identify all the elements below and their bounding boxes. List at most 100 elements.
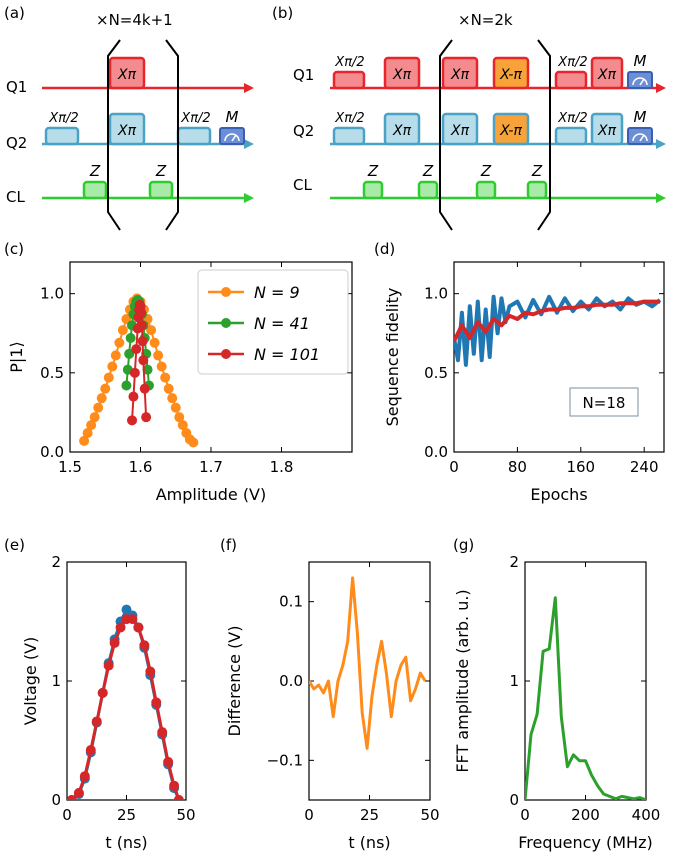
legend-box: [197, 269, 349, 375]
x-tick-label-f: 0: [304, 806, 314, 824]
panel-label-e: (e): [4, 536, 25, 554]
legend-label-1: N = 41: [254, 314, 310, 333]
q1-pulse-3-label-b: Xπ: [450, 67, 470, 83]
data-point-c-0: [170, 402, 181, 413]
data-point-c-0: [153, 350, 164, 361]
y-tick-label-c: 0.0: [40, 443, 64, 461]
row-label-q2-a: Q2: [6, 134, 27, 152]
q2-pulse-1-b: [332, 126, 366, 146]
data-point-c-0: [89, 412, 100, 423]
legend-marker-1: [221, 318, 231, 328]
data-point-c-2: [136, 320, 147, 331]
q2-pulse-xhalf-1-label-a: Xπ/2: [48, 111, 78, 126]
x-tick-label-g: 0: [520, 806, 530, 824]
data-point-c-0: [107, 361, 118, 372]
chart-g: 0 200 400 0 1 2 Frequency (MHz) FFT amplitude (…: [453, 553, 660, 852]
data-point-e-1: [103, 660, 114, 671]
cl-pulse-1-b: [362, 180, 384, 200]
x-tick-label-c: 1.5: [58, 458, 82, 476]
q1-pulse-2-b: [383, 56, 421, 90]
y-tick-label-g: 2: [509, 553, 519, 571]
x-tick-label-d: 80: [508, 458, 527, 476]
cl-arrow-a: [244, 193, 254, 203]
legend-marker-2: [221, 349, 231, 359]
q2-pulse-5-label-b: Xπ/2: [557, 111, 587, 126]
data-point-c-0: [117, 325, 128, 336]
legend-label-0: N = 9: [254, 283, 300, 302]
q2-pulse-xpi-label-a: Xπ: [117, 123, 137, 139]
axes-frame-d: [453, 261, 665, 453]
repeat-label-b: ×N=2k: [458, 11, 513, 29]
meter-icon: [632, 77, 648, 86]
data-point-e-1: [109, 637, 120, 648]
panel-label-b: (b): [272, 4, 293, 22]
q2-arrow-b: [656, 139, 666, 149]
chart-e: 0 25 50 0 1 2 t (ns) Voltage (V): [21, 553, 196, 852]
q2-pulse-5-b: [554, 126, 588, 146]
y-tick-label-d: 0.0: [424, 443, 448, 461]
data-point-c-0: [149, 337, 160, 348]
x-axis-label-g: Frequency (MHz): [518, 833, 652, 852]
data-point-c-0: [103, 372, 114, 383]
data-point-e-1: [127, 614, 138, 625]
data-point-c-2: [127, 415, 138, 426]
data-point-e-1: [169, 780, 180, 791]
q2-pulse-3-label-b: Xπ: [450, 123, 470, 139]
plot-area-c: [79, 293, 199, 448]
cl-arrow-b: [656, 193, 666, 203]
panel-label-g: (g): [453, 536, 474, 554]
q2-measure-box-a: [219, 127, 245, 145]
y-axis-label-d: Sequence fidelity: [383, 288, 402, 427]
row-label-q1-a: Q1: [6, 78, 27, 96]
cl-pulse-4-label-b: Z: [531, 162, 543, 180]
row-label-cl-a: CL: [6, 188, 25, 206]
q2-pulse-xhalf-2-label-a: Xπ/2: [180, 111, 210, 126]
series-line-f-0: [309, 576, 427, 750]
x-tick-label-g: 200: [571, 806, 600, 824]
q1-pulse-4-b: [492, 56, 530, 90]
data-point-c-1: [124, 348, 135, 359]
meter-needle-icon: [231, 134, 237, 142]
y-tick-label-f: 0.0: [279, 672, 303, 690]
q1-pulse-3-b: [441, 56, 479, 90]
panel-label-d: (d): [374, 240, 395, 258]
q1-pulse-6-b: [590, 56, 624, 90]
data-point-c-0: [110, 350, 121, 361]
legend-label-2: N = 101: [254, 345, 320, 364]
chart-c: 1.5 1.6 1.7 1.8 0.0 0.5 1.0 Amplitude (V) P|1⟩ N …: [7, 261, 353, 504]
data-point-c-0: [163, 383, 174, 394]
data-point-c-1: [125, 333, 136, 343]
cl-pulse-1-label-b: Z: [367, 162, 379, 180]
data-point-e-1: [163, 756, 174, 767]
repeat-bracket-left-a: [107, 39, 121, 231]
row-label-q1-b: Q1: [293, 66, 314, 84]
q1-pulse-xpi-label-a: Xπ: [117, 67, 137, 83]
data-point-e-1: [79, 771, 90, 782]
panel-label-a: (a): [4, 4, 25, 22]
data-point-e-1: [115, 622, 126, 633]
x-tick-label-e: 0: [62, 806, 72, 824]
meter-needle-icon: [639, 78, 645, 86]
data-point-c-0: [114, 337, 125, 348]
q1-pulse-xpi-a: [108, 56, 146, 90]
q1-pulse-5-label-b: Xπ/2: [557, 55, 587, 70]
q1-pulse-4-label-b: X-π: [499, 67, 522, 83]
cl-pulse-z-1-a: [82, 180, 108, 200]
cl-pulse-z-1-label-a: Z: [89, 162, 101, 180]
q1-measure-label-b: M: [634, 52, 647, 70]
data-point-c-0: [79, 435, 90, 446]
data-point-c-1: [142, 364, 153, 375]
data-point-e-1: [91, 716, 102, 727]
cl-pulse-3-b: [475, 180, 497, 200]
data-point-e-1: [139, 640, 150, 651]
q2-pulse-xhalf-1-a: [44, 126, 80, 146]
data-point-e-1: [85, 745, 96, 756]
q2-measure-box-b: [627, 127, 653, 145]
data-point-c-0: [86, 420, 97, 431]
y-axis-label-e: Voltage (V): [21, 637, 40, 726]
x-tick-label-d: 240: [630, 458, 659, 476]
plot-area-g: [525, 596, 646, 800]
panel-label-c: (c): [4, 240, 24, 258]
chart-d: 0 80 160 240 0.0 0.5 1.0 Epochs Sequence fidelit…: [383, 261, 665, 504]
